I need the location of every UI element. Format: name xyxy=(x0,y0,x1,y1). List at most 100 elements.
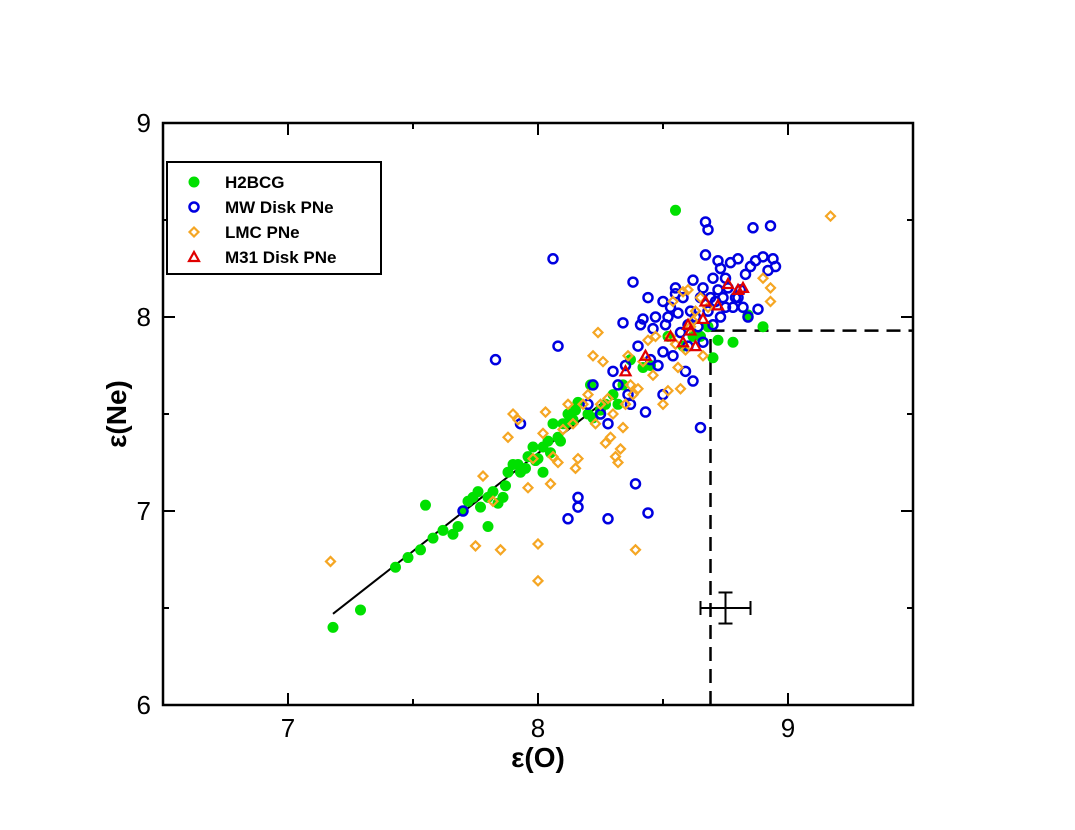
data-point xyxy=(672,307,684,319)
data-point xyxy=(711,298,725,311)
data-point xyxy=(355,604,366,616)
legend-label: MW Disk PNe xyxy=(225,198,334,217)
error-bar xyxy=(699,591,752,625)
data-point xyxy=(614,442,627,455)
legend: H2BCG MW Disk PNe LMC PNe M31 Disk PNe xyxy=(166,161,382,275)
data-point xyxy=(674,326,687,339)
data-point xyxy=(452,521,464,533)
data-point xyxy=(501,431,515,444)
legend-box xyxy=(166,161,382,275)
data-point xyxy=(511,413,525,426)
data-point xyxy=(721,276,735,290)
y-tick-label: 8 xyxy=(137,302,151,332)
data-point xyxy=(546,450,560,463)
data-point xyxy=(562,513,574,525)
legend-marker xyxy=(187,249,201,263)
data-point xyxy=(649,330,662,343)
data-point xyxy=(707,352,719,364)
data-point xyxy=(663,329,678,342)
data-point xyxy=(591,326,605,339)
data-point xyxy=(539,406,552,419)
data-point xyxy=(642,507,654,519)
data-point xyxy=(601,392,615,405)
legend-label: H2BCG xyxy=(225,173,285,192)
data-point xyxy=(482,521,494,533)
data-point xyxy=(661,384,675,397)
data-point xyxy=(500,480,511,492)
data-point xyxy=(527,441,539,453)
data-point xyxy=(662,311,674,323)
data-point xyxy=(670,204,681,216)
data-point xyxy=(732,253,744,265)
data-point xyxy=(669,338,682,351)
data-point xyxy=(555,435,566,447)
data-point xyxy=(714,311,727,323)
data-point xyxy=(536,427,550,440)
legend-marker xyxy=(188,176,200,188)
data-point xyxy=(683,323,698,336)
data-point xyxy=(702,305,714,317)
data-point xyxy=(626,388,640,401)
data-point xyxy=(537,466,549,478)
data-point xyxy=(697,282,709,294)
data-point xyxy=(757,251,769,263)
data-point xyxy=(602,417,614,430)
data-point xyxy=(390,561,401,573)
data-point xyxy=(617,317,629,329)
data-point xyxy=(707,272,719,284)
data-point xyxy=(586,349,600,362)
data-point xyxy=(712,284,724,296)
data-point xyxy=(556,423,570,436)
data-point xyxy=(624,398,637,411)
data-point xyxy=(402,552,414,564)
x-tick-label: 7 xyxy=(281,713,295,743)
data-point xyxy=(652,359,664,372)
data-point xyxy=(622,388,634,401)
data-point xyxy=(641,334,655,347)
data-point xyxy=(632,340,644,352)
data-point xyxy=(752,303,764,315)
data-point xyxy=(699,249,712,261)
data-point xyxy=(618,364,633,377)
data-point xyxy=(764,295,777,308)
axis-ticks: 7 8 9 6 7 8 9 xyxy=(137,108,914,743)
data-point xyxy=(497,491,509,503)
data-point xyxy=(469,539,482,552)
legend-label: M31 Disk PNe xyxy=(225,248,337,267)
data-point xyxy=(689,305,702,318)
data-point xyxy=(669,282,682,294)
x-axis-label: ε(O) xyxy=(511,742,565,773)
data-point xyxy=(697,336,709,348)
data-point xyxy=(324,555,337,568)
data-point xyxy=(621,349,635,362)
data-point xyxy=(596,355,610,368)
data-point xyxy=(694,421,707,434)
data-point xyxy=(629,543,642,556)
data-point xyxy=(694,291,707,304)
data-point xyxy=(612,398,624,410)
data-point xyxy=(646,369,660,382)
data-point xyxy=(602,513,614,525)
data-point xyxy=(437,524,449,536)
data-point xyxy=(547,253,559,265)
data-point xyxy=(671,361,685,374)
y-tick-label: 7 xyxy=(137,496,151,526)
data-point xyxy=(687,274,699,286)
data-point xyxy=(634,319,647,331)
data-point xyxy=(476,470,490,483)
y-tick-label: 9 xyxy=(137,108,151,138)
data-point xyxy=(526,452,540,465)
data-point xyxy=(702,223,714,236)
data-point xyxy=(472,486,484,498)
data-point xyxy=(757,321,769,333)
y-axis-label: ε(Ne) xyxy=(101,380,132,448)
data-point xyxy=(739,268,752,281)
data-point xyxy=(642,291,654,304)
data-point xyxy=(552,340,564,352)
data-point xyxy=(737,301,749,314)
data-point xyxy=(606,407,620,421)
data-point xyxy=(707,319,719,331)
data-point xyxy=(687,375,699,387)
data-point xyxy=(686,314,700,327)
